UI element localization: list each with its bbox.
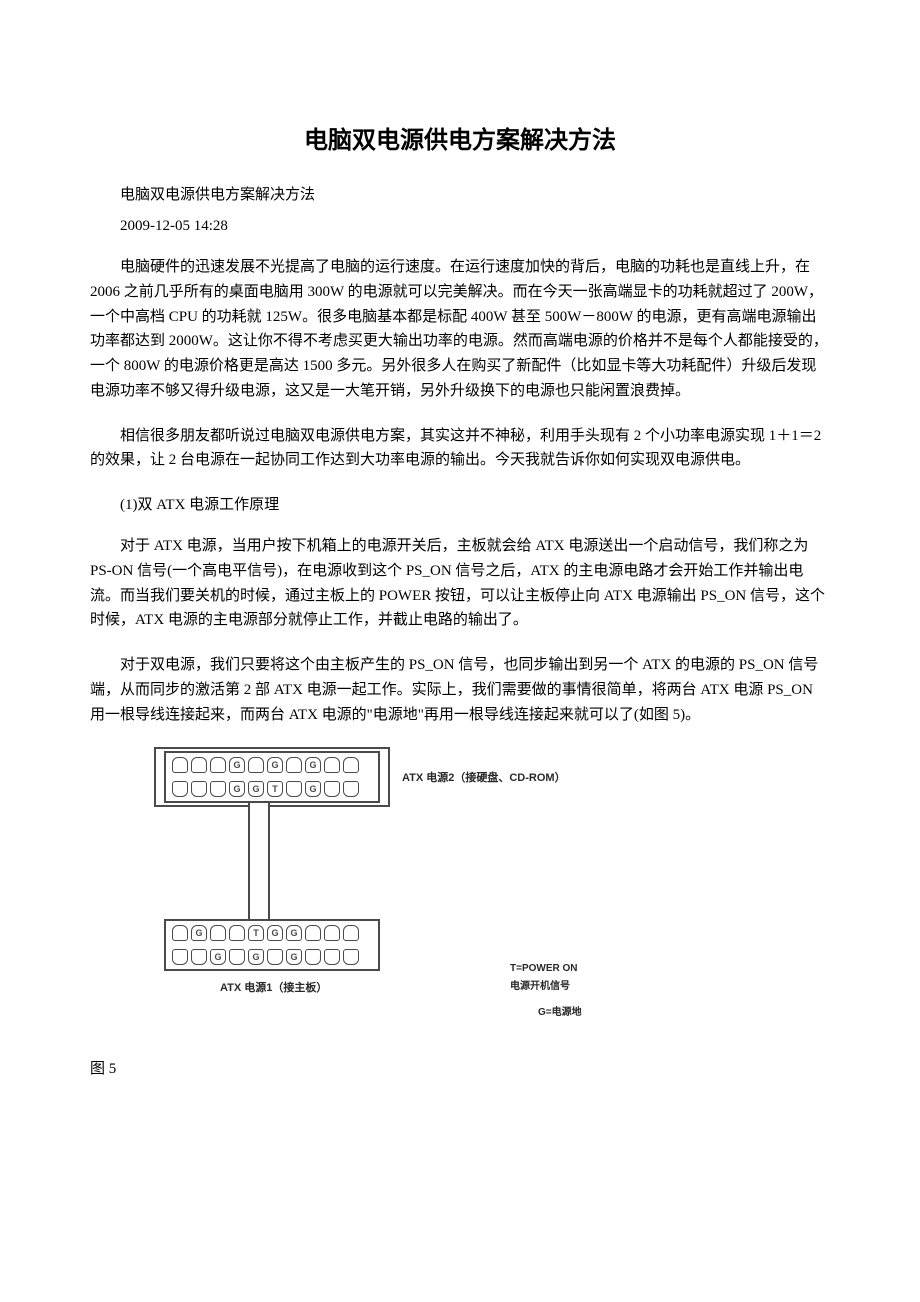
connector-bottom-label: ATX 电源1（接主板） xyxy=(220,979,327,995)
connector-pin xyxy=(191,757,207,773)
connector-pin xyxy=(343,925,359,941)
connector-pin xyxy=(286,781,302,797)
connector-pin xyxy=(191,781,207,797)
connector-pin xyxy=(305,949,321,965)
legend-line: G=电源地 xyxy=(538,1003,582,1018)
connector-pin: G xyxy=(248,781,264,797)
legend-line: T=POWER ON xyxy=(510,963,578,974)
connector-pin: G xyxy=(305,757,321,773)
connector-pin: T xyxy=(248,925,264,941)
connector-pin xyxy=(343,949,359,965)
connector-pin xyxy=(172,949,188,965)
atx-dual-psu-diagram: GGG GGTG ATX 电源2（接硬盘、CD-ROM） GTGG GGG AT… xyxy=(150,747,670,1037)
paragraph: 对于 ATX 电源，当用户按下机箱上的电源开关后，主板就会给 ATX 电源送出一… xyxy=(90,534,830,633)
connector-pin xyxy=(324,925,340,941)
paragraph: 电脑硬件的迅速发展不光提高了电脑的运行速度。在运行速度加快的背后，电脑的功耗也是… xyxy=(90,255,830,404)
connector-pin xyxy=(210,781,226,797)
wire-t xyxy=(268,801,270,919)
wire xyxy=(284,805,390,807)
connector-pin: G xyxy=(286,949,302,965)
connector-pin xyxy=(229,949,245,965)
connector-pin: G xyxy=(210,949,226,965)
connector-pin: T xyxy=(267,781,283,797)
legend-line: 电源开机信号 xyxy=(510,977,570,992)
pin-row: GGG xyxy=(166,753,378,777)
wire xyxy=(388,747,390,807)
connector-pin xyxy=(172,925,188,941)
connector-top-label: ATX 电源2（接硬盘、CD-ROM） xyxy=(402,769,566,785)
connector-pin: G xyxy=(248,949,264,965)
wire xyxy=(154,747,156,807)
paragraph: 对于双电源，我们只要将这个由主板产生的 PS_ON 信号，也同步输出到另一个 A… xyxy=(90,653,830,727)
connector-pin xyxy=(210,757,226,773)
figure-caption: 图 5 xyxy=(90,1057,830,1078)
connector-pin xyxy=(324,781,340,797)
wire-g xyxy=(248,801,250,919)
document-subtitle: 电脑双电源供电方案解决方法 xyxy=(90,183,830,204)
wire xyxy=(242,805,250,807)
connector-pin: G xyxy=(191,925,207,941)
connector-pin: G xyxy=(229,757,245,773)
pin-row: GTGG xyxy=(166,921,378,945)
connector-pin: G xyxy=(305,781,321,797)
connector-pin xyxy=(172,781,188,797)
connector-pin: G xyxy=(267,757,283,773)
connector-pin xyxy=(286,757,302,773)
wire xyxy=(154,805,242,807)
connector-pin xyxy=(267,949,283,965)
figure-5: GGG GGTG ATX 电源2（接硬盘、CD-ROM） GTGG GGG AT… xyxy=(150,747,750,1037)
connector-pin xyxy=(305,925,321,941)
connector-pin xyxy=(343,757,359,773)
wire xyxy=(154,747,390,749)
connector-pin xyxy=(343,781,359,797)
connector-pin xyxy=(229,925,245,941)
connector-pin xyxy=(324,757,340,773)
document-timestamp: 2009-12-05 14:28 xyxy=(90,218,830,235)
connector-pin xyxy=(248,757,264,773)
document-title: 电脑双电源供电方案解决方法 xyxy=(90,120,830,155)
connector-pin: G xyxy=(229,781,245,797)
connector-pin xyxy=(191,949,207,965)
paragraph: 相信很多朋友都听说过电脑双电源供电方案，其实这并不神秘，利用手头现有 2 个小功… xyxy=(90,424,830,474)
connector-pin xyxy=(172,757,188,773)
pin-row: GGTG xyxy=(166,777,378,801)
connector-pin: G xyxy=(286,925,302,941)
connector-pin: G xyxy=(267,925,283,941)
connector-pin xyxy=(210,925,226,941)
section-heading: (1)双 ATX 电源工作原理 xyxy=(90,493,830,514)
wire xyxy=(268,805,284,807)
atx-connector-top: GGG GGTG xyxy=(164,751,380,803)
atx-connector-bottom: GTGG GGG xyxy=(164,919,380,971)
pin-row: GGG xyxy=(166,945,378,969)
connector-pin xyxy=(324,949,340,965)
